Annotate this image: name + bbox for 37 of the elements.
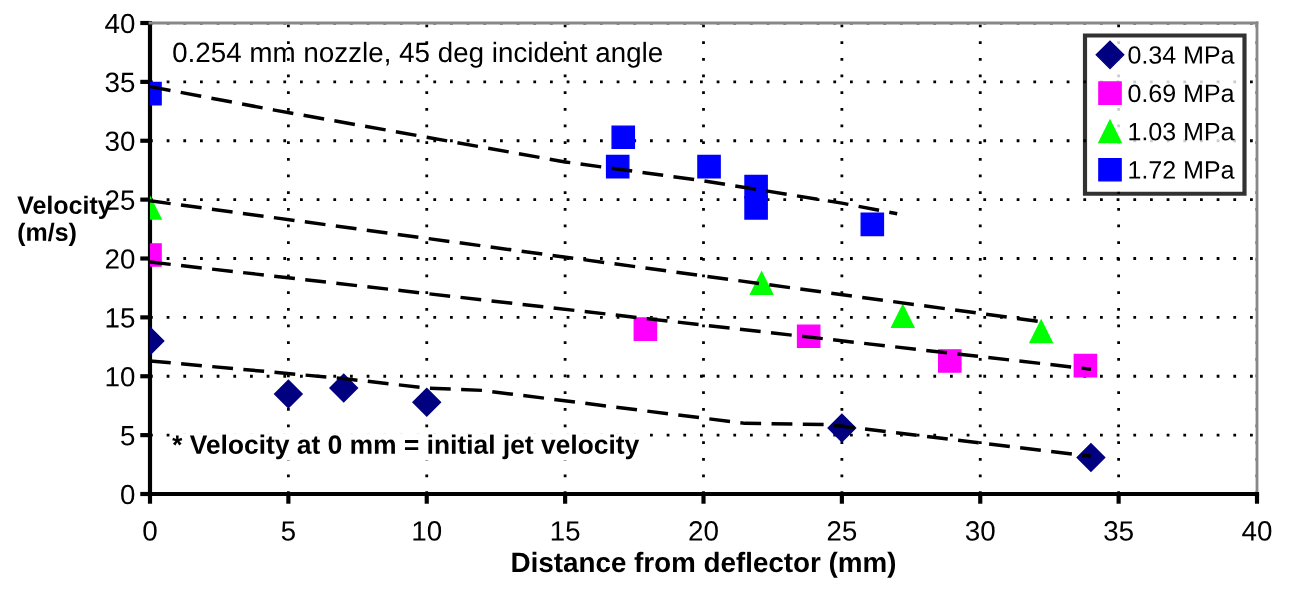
point — [611, 125, 636, 150]
point — [273, 379, 303, 409]
y-tick-label: 30 — [105, 131, 135, 152]
annotation: 0.254 mm nozzle, 45 deg incident angle — [173, 41, 662, 68]
annotation: * Velocity at 0 mm = initial jet velocity — [172, 434, 640, 460]
legend-label: 0.34 MPa — [1128, 46, 1235, 64]
x-tick-label: 30 — [965, 521, 995, 541]
y-tick-label: 35 — [105, 72, 135, 93]
legend-label: 1.03 MPa — [1129, 122, 1235, 141]
y-tick-label: 5 — [121, 426, 135, 446]
point — [329, 373, 359, 403]
x-tick-label: 20 — [689, 521, 718, 541]
point — [1076, 443, 1106, 472]
legend-label: 1.72 MPa — [1129, 161, 1235, 179]
x-tick-label: 40 — [1242, 521, 1272, 541]
point — [1029, 319, 1053, 344]
x-axis-title: Distance from deflector (mm) — [512, 551, 896, 578]
point — [412, 387, 442, 417]
x-tick-label: 0 — [143, 521, 157, 541]
point — [697, 154, 721, 179]
point — [633, 317, 658, 341]
point — [744, 196, 768, 220]
point — [749, 271, 774, 296]
point — [890, 304, 915, 329]
x-tick-label: 35 — [1104, 521, 1133, 541]
legend-label: 0.69 MPa — [1128, 84, 1235, 103]
point — [938, 349, 962, 373]
x-tick-label: 25 — [827, 521, 857, 541]
y-tick-label: 10 — [106, 366, 135, 387]
y-tick-label: 15 — [106, 308, 135, 328]
y-tick-label: 40 — [105, 13, 135, 34]
point — [860, 212, 885, 237]
x-tick-label: 10 — [413, 521, 442, 541]
y-tick-label: 20 — [105, 249, 135, 269]
x-tick-label: 5 — [281, 521, 295, 541]
x-tick-label: 15 — [551, 521, 580, 541]
y-tick-label: 0 — [121, 484, 135, 505]
